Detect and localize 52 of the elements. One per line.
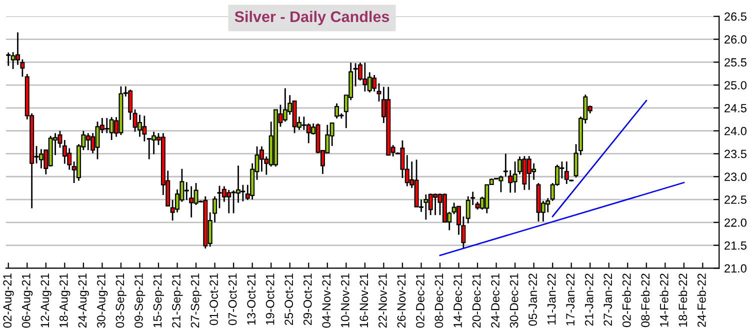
- x-tick-label: 13-Oct-21: [247, 274, 256, 325]
- x-tick-label: 08-Feb-22: [640, 274, 650, 328]
- x-tick-label: 24-Dec-21: [491, 274, 500, 328]
- y-tick-label: 24.0: [724, 126, 746, 136]
- y-tick-label: 23.0: [724, 172, 746, 182]
- x-tick-label: 20-Dec-21: [472, 274, 481, 328]
- x-tick-label: 30-Aug-21: [97, 274, 108, 328]
- y-tick-label: 21.0: [724, 264, 746, 273]
- y-tick-label: 24.5: [724, 104, 746, 112]
- y-tick-label: 22.0: [724, 218, 746, 227]
- x-tick-label: 10-Nov-21: [340, 274, 350, 328]
- x-tick-label: 08-Dec-21: [434, 274, 444, 328]
- x-tick-label: 30-Dec-21: [510, 274, 518, 328]
- x-tick-label: 21-Jan-22: [584, 274, 594, 326]
- x-tick-label: 05-Jan-22: [528, 274, 537, 326]
- x-tick-label: 04-Nov-21: [322, 274, 331, 328]
- x-tick-label: 18-Aug-21: [59, 274, 70, 328]
- x-tick-label: 02-Feb-22: [622, 274, 631, 328]
- x-tick-label: 02-Dec-21: [416, 274, 424, 328]
- x-tick-label: 27-Jan-22: [604, 274, 612, 326]
- y-tick-label: 25.0: [724, 81, 746, 90]
- x-tick-label: 21-Sep-21: [172, 274, 183, 328]
- y-tick-label: 26.0: [724, 35, 746, 44]
- x-tick-label: 11-Jan-22: [547, 274, 556, 324]
- x-tick-label: 02-Aug-21: [3, 274, 14, 328]
- chart-title: Silver - Daily Candles: [234, 10, 390, 26]
- x-tick-label: 22-Nov-21: [378, 274, 387, 328]
- x-tick-label: 17-Jan-22: [566, 274, 575, 326]
- x-tick-label: 29-Oct-21: [303, 274, 312, 325]
- x-tick-label: 07-Oct-21: [228, 274, 237, 326]
- x-tick-label: 26-Nov-21: [397, 274, 406, 328]
- y-tick-label: 25.5: [724, 58, 746, 67]
- x-tick-label: 25-Oct-21: [284, 274, 294, 325]
- x-tick-label: 06-Aug-21: [22, 274, 33, 328]
- y-tick-label: 23.5: [724, 150, 746, 158]
- x-tick-label: 12-Aug-21: [40, 274, 52, 328]
- x-tick-label: 14-Dec-21: [454, 274, 462, 328]
- x-tick-label: 18-Feb-22: [678, 274, 688, 327]
- x-tick-label: 27-Sep-21: [190, 274, 202, 328]
- x-tick-label: 01-Oct-21: [210, 274, 218, 326]
- y-tick-label: 26.5: [724, 12, 746, 21]
- x-tick-label: 03-Sep-21: [116, 274, 126, 328]
- x-tick-label: 24-Feb-22: [697, 274, 706, 327]
- x-tick-label: 09-Sep-21: [134, 274, 146, 328]
- x-tick-label: 16-Nov-21: [360, 274, 368, 328]
- candlestick: [334, 102, 340, 120]
- x-tick-label: 15-Sep-21: [153, 274, 164, 328]
- y-tick-label: 21.5: [724, 241, 746, 250]
- x-tick-label: 24-Aug-21: [78, 274, 89, 328]
- x-tick-label: 19-Oct-21: [266, 274, 274, 325]
- y-tick-label: 22.5: [724, 196, 746, 204]
- x-tick-label: 14-Feb-22: [660, 274, 668, 327]
